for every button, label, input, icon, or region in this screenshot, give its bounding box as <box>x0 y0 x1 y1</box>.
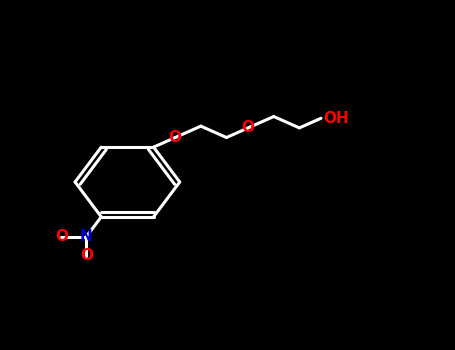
Text: O: O <box>80 248 93 263</box>
Text: O: O <box>242 120 255 135</box>
Text: O: O <box>55 229 68 244</box>
Text: N: N <box>80 229 93 244</box>
Text: OH: OH <box>324 111 349 126</box>
Text: O: O <box>169 130 182 145</box>
